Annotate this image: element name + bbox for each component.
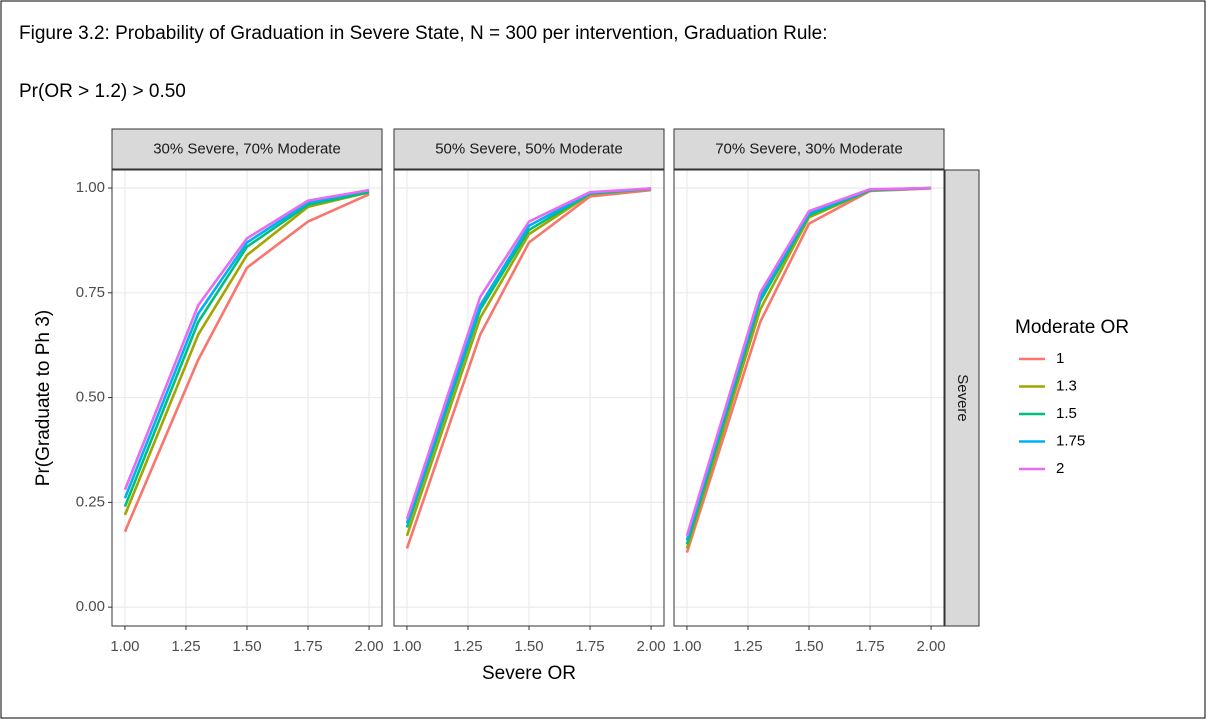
x-tick-label: 2.00 [916,638,945,655]
y-axis-title: Pr(Graduate to Ph 3) [33,310,54,486]
legend-label: 1.5 [1056,405,1077,422]
facet-label: 70% Severe, 30% Moderate [715,140,903,157]
legend-title: Moderate OR [1015,317,1129,338]
x-tick-label: 1.25 [171,638,200,655]
series-line [123,190,370,508]
series-line [685,186,932,537]
x-tick-label: 1.00 [110,638,139,655]
legend-label: 1 [1056,350,1064,367]
facet-strip [393,128,665,170]
facet-label: 30% Severe, 70% Moderate [153,140,341,157]
series-line [405,188,652,549]
x-tick-label: 1.25 [733,638,762,655]
x-tick-label: 1.50 [232,638,261,655]
panel-border [393,169,665,627]
panel-border [673,169,945,627]
panel-border [111,169,383,627]
legend-label: 2 [1056,460,1064,477]
x-tick-label: 1.00 [672,638,701,655]
series-line [405,187,652,520]
x-tick-label: 2.00 [636,638,665,655]
figure-title: Figure 3.2: Probability of Graduation in… [19,23,828,44]
figure-title: Pr(OR > 1.2) > 0.50 [19,81,186,102]
x-axis-title: Severe OR [482,663,576,684]
legend-label: 1.75 [1056,432,1085,449]
legend-label: 1.3 [1056,377,1077,394]
row-strip [944,169,980,627]
y-tick-label: 0.50 [76,389,105,406]
series-line [123,190,370,516]
y-tick-label: 1.00 [76,179,105,196]
x-tick-label: 1.25 [453,638,482,655]
facet-strip [111,128,383,170]
x-tick-label: 1.75 [293,638,322,655]
x-tick-label: 1.00 [392,638,421,655]
series-line [123,193,370,533]
row-label: Severe [954,374,971,422]
facet-label: 50% Severe, 50% Moderate [435,140,623,157]
series-line [123,188,370,491]
x-tick-label: 1.75 [575,638,604,655]
facet-strip [673,128,945,170]
y-tick-label: 0.25 [76,493,105,510]
y-tick-label: 0.00 [76,598,105,615]
x-tick-label: 1.75 [855,638,884,655]
series-line [123,188,370,499]
x-tick-label: 2.00 [354,638,383,655]
y-tick-label: 0.75 [76,284,105,301]
x-tick-label: 1.50 [794,638,823,655]
x-tick-label: 1.50 [514,638,543,655]
